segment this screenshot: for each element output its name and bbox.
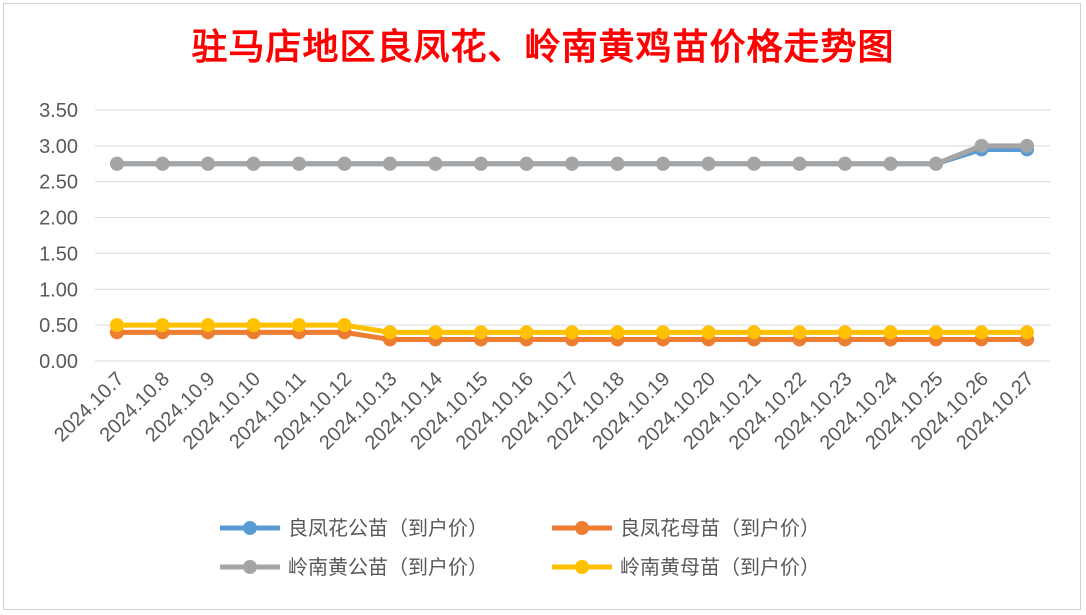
legend: 良凤花公苗（到户价） 良凤花母苗（到户价） 岭南黄公苗（到户价） 岭南黄母苗（到户价）	[220, 516, 820, 579]
data-point	[201, 156, 215, 171]
data-point	[929, 325, 943, 340]
legend-marker	[575, 521, 589, 535]
data-point	[428, 156, 443, 171]
data-point	[110, 156, 124, 171]
data-point	[883, 325, 898, 340]
data-point	[337, 156, 352, 171]
data-point	[110, 318, 124, 333]
data-point	[792, 156, 807, 171]
data-point	[565, 156, 579, 171]
x-axis-ticks: 2024.10.72024.10.82024.10.92024.10.10202…	[50, 368, 1038, 454]
legend-marker	[243, 521, 257, 535]
legend-item: 岭南黄母苗（到户价）	[552, 555, 820, 579]
legend-marker	[243, 560, 257, 574]
data-point	[292, 156, 306, 171]
data-point	[656, 325, 670, 340]
y-tick-label: 0.00	[39, 351, 78, 373]
data-point	[565, 325, 579, 340]
data-point	[838, 156, 852, 171]
y-axis-ticks: 0.00 0.50 1.00 1.50 2.00 2.50 3.00 3.50	[39, 100, 78, 373]
data-point	[883, 156, 898, 171]
data-point	[610, 156, 625, 171]
data-point	[747, 325, 761, 340]
data-point	[838, 325, 852, 340]
data-point	[974, 325, 989, 340]
data-point	[1020, 138, 1034, 153]
legend-label: 良凤花母苗（到户价）	[620, 516, 820, 540]
data-point	[292, 318, 306, 333]
y-tick-label: 1.50	[39, 243, 78, 265]
data-point	[155, 156, 170, 171]
series-3	[110, 318, 1034, 340]
legend-item: 良凤花公苗（到户价）	[220, 516, 488, 540]
chart-frame	[3, 3, 1081, 610]
data-point	[701, 325, 716, 340]
y-tick-label: 3.00	[39, 136, 78, 158]
data-point	[201, 318, 215, 333]
chart-title: 驻马店地区良凤花、岭南黄鸡苗价格走势图	[191, 26, 895, 68]
data-point	[428, 325, 443, 340]
data-point	[792, 325, 807, 340]
legend-label: 岭南黄母苗（到户价）	[620, 555, 820, 579]
series-2	[110, 138, 1034, 171]
data-point	[1020, 325, 1034, 340]
legend-item: 良凤花母苗（到户价）	[552, 516, 820, 540]
data-point	[747, 156, 761, 171]
data-point	[246, 318, 261, 333]
data-point	[246, 156, 261, 171]
data-point	[337, 318, 352, 333]
series-layer	[110, 138, 1034, 347]
data-point	[474, 156, 488, 171]
y-tick-label: 3.50	[39, 100, 78, 122]
y-tick-label: 2.50	[39, 172, 78, 194]
legend-label: 岭南黄公苗（到户价）	[288, 555, 488, 579]
data-point	[610, 325, 625, 340]
legend-label: 良凤花公苗（到户价）	[288, 516, 488, 540]
data-point	[974, 138, 989, 153]
data-point	[656, 156, 670, 171]
data-point	[519, 156, 534, 171]
data-point	[701, 156, 716, 171]
y-tick-label: 1.00	[39, 279, 78, 301]
y-tick-label: 0.50	[39, 315, 78, 337]
data-point	[383, 325, 397, 340]
data-point	[474, 325, 488, 340]
data-point	[519, 325, 534, 340]
data-point	[155, 318, 170, 333]
data-point	[383, 156, 397, 171]
legend-marker	[575, 560, 589, 574]
data-point	[929, 156, 943, 171]
legend-item: 岭南黄公苗（到户价）	[220, 555, 488, 579]
y-tick-label: 2.00	[39, 208, 78, 230]
